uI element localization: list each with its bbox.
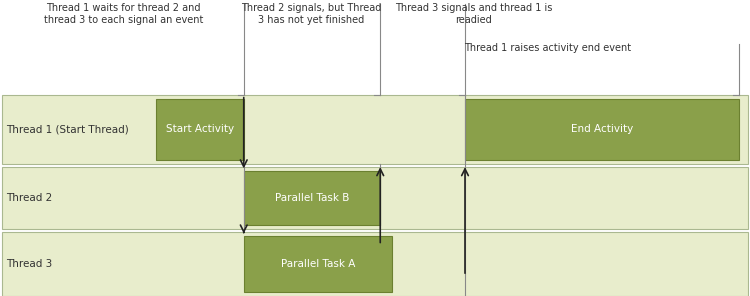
Text: Thread 1 waits for thread 2 and
thread 3 to each signal an event: Thread 1 waits for thread 2 and thread 3… bbox=[44, 3, 203, 25]
Bar bbox=[244, 171, 380, 225]
Text: Thread 3 signals and thread 1 is
readied: Thread 3 signals and thread 1 is readied bbox=[395, 3, 553, 25]
Text: End Activity: End Activity bbox=[571, 125, 633, 134]
Bar bbox=[2, 95, 748, 164]
Bar bbox=[465, 99, 739, 160]
Text: Parallel Task A: Parallel Task A bbox=[280, 259, 356, 269]
Bar bbox=[2, 167, 748, 229]
Text: Start Activity: Start Activity bbox=[166, 125, 234, 134]
Text: Thread 1 (Start Thread): Thread 1 (Start Thread) bbox=[6, 125, 129, 134]
Text: Thread 2: Thread 2 bbox=[6, 193, 53, 203]
Bar bbox=[244, 237, 392, 292]
Text: Thread 3: Thread 3 bbox=[6, 259, 53, 269]
Text: Thread 2 signals, but Thread
3 has not yet finished: Thread 2 signals, but Thread 3 has not y… bbox=[241, 3, 382, 25]
Text: Thread 1 raises activity end event: Thread 1 raises activity end event bbox=[464, 43, 631, 53]
Bar bbox=[2, 232, 748, 296]
Text: Parallel Task B: Parallel Task B bbox=[274, 193, 350, 203]
Bar bbox=[156, 99, 244, 160]
